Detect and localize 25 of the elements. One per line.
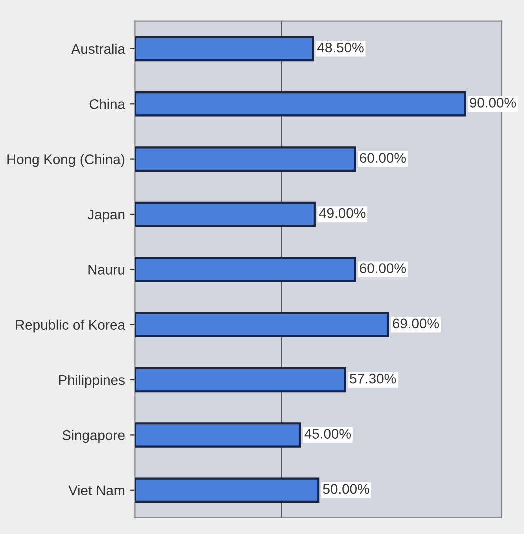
- data-label: 48.50%: [318, 42, 364, 53]
- data-label: 60.00%: [360, 264, 406, 274]
- y-tick-label: China: [90, 99, 126, 110]
- bar: [135, 146, 356, 172]
- bar: [135, 312, 390, 338]
- bar: [135, 91, 466, 117]
- data-label: 57.30%: [350, 374, 396, 384]
- data-label: 69.00%: [393, 318, 440, 329]
- data-label: 90.00%: [470, 98, 516, 108]
- y-tick-label: Nauru: [88, 265, 125, 275]
- bar: [135, 257, 356, 282]
- y-tick-label: Viet Nam: [68, 485, 125, 496]
- bar: [135, 422, 302, 448]
- bar: [135, 367, 346, 393]
- y-tick-label: Hong Kong (China): [8, 154, 125, 168]
- bar: [135, 202, 316, 228]
- y-tick-label: Australia: [71, 44, 126, 54]
- data-label: 45.00%: [304, 429, 352, 439]
- y-tick-label: Japan: [88, 210, 125, 222]
- y-tick-label: Philippines: [59, 374, 125, 388]
- data-label: 50.00%: [323, 484, 370, 494]
- data-label: 49.00%: [319, 208, 366, 218]
- y-tick-label: Republic of Korea: [16, 320, 126, 333]
- data-label: 60.00%: [360, 153, 406, 164]
- y-tick-label: Singapore: [62, 430, 125, 444]
